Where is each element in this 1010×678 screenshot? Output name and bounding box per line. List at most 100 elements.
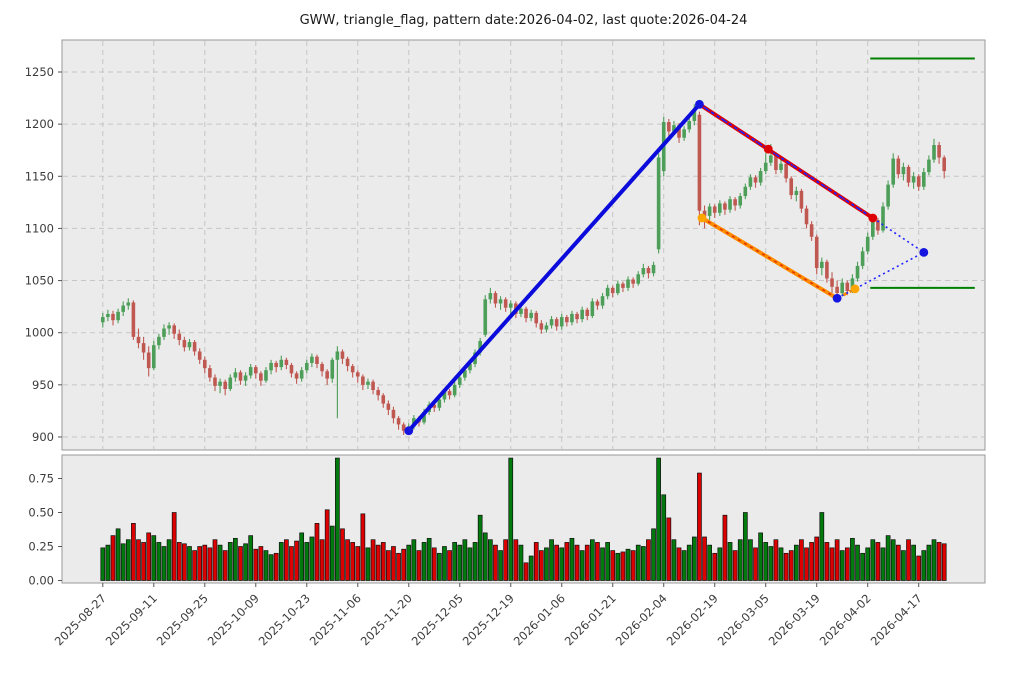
candle-up xyxy=(636,274,641,284)
volume-bar xyxy=(202,544,208,581)
candle-up xyxy=(279,359,284,368)
volume-bar xyxy=(717,547,723,581)
volume-bar xyxy=(161,546,167,581)
volume-bar xyxy=(799,539,804,581)
candle-down xyxy=(646,268,651,274)
candle-up xyxy=(310,356,314,363)
volume-bar xyxy=(559,547,565,581)
candle-down xyxy=(784,163,788,179)
candle-down xyxy=(677,125,681,138)
volume-bar xyxy=(273,552,279,581)
candle-up xyxy=(707,206,712,216)
volume-bar xyxy=(666,517,672,581)
candle-down xyxy=(131,302,136,337)
candle-down xyxy=(697,114,702,211)
candle-down xyxy=(733,199,737,206)
candle-down xyxy=(111,313,115,321)
x-tick-label: 2025-11-20 xyxy=(358,591,415,648)
blue-pivot-marker xyxy=(695,99,704,109)
candle-up xyxy=(600,296,605,306)
candle-down xyxy=(799,190,804,209)
orange-pivot-marker xyxy=(697,213,707,223)
volume-bar xyxy=(748,539,753,581)
candle-down xyxy=(371,381,375,391)
volume-bar xyxy=(901,550,906,581)
candle-down xyxy=(350,366,355,373)
volume-bar xyxy=(870,539,876,581)
candle-up xyxy=(850,278,855,291)
candle-down xyxy=(325,371,329,379)
volume-bar xyxy=(579,550,585,581)
candle-down xyxy=(896,158,901,175)
volume-bar xyxy=(661,494,667,581)
volume-bar xyxy=(488,539,493,581)
candle-up xyxy=(641,268,646,275)
candle-up xyxy=(299,370,304,379)
candle-up xyxy=(881,206,885,231)
price-tick-label: 1050 xyxy=(25,274,54,288)
candle-down xyxy=(595,301,600,306)
volume-bar xyxy=(345,539,350,581)
candle-up xyxy=(228,377,233,390)
volume-bar xyxy=(115,528,121,581)
x-tick-label: 2025-12-05 xyxy=(409,591,466,648)
x-tick-label: 2026-04-17 xyxy=(868,591,925,648)
volume-bar xyxy=(442,546,447,581)
candle-up xyxy=(605,287,610,297)
volume-bar xyxy=(875,542,881,581)
candle-up xyxy=(304,362,309,371)
candle-up xyxy=(871,220,875,237)
candle-up xyxy=(218,381,222,386)
volume-bar xyxy=(610,550,616,581)
candle-down xyxy=(223,381,227,390)
volume-bars xyxy=(100,457,947,581)
volume-bar xyxy=(233,537,238,581)
volume-bar xyxy=(217,544,223,581)
volume-bar xyxy=(166,539,172,581)
volume-bar xyxy=(850,537,855,581)
volume-bar xyxy=(222,550,228,581)
candle-down xyxy=(340,351,345,359)
candle-down xyxy=(355,372,360,377)
volume-bar xyxy=(498,550,503,581)
volume-bar xyxy=(737,539,743,581)
volume-bar xyxy=(860,552,865,581)
volume-bar xyxy=(732,550,738,581)
candle-up xyxy=(121,305,125,312)
volume-bar xyxy=(467,547,473,581)
candle-up xyxy=(100,317,105,323)
candle-up xyxy=(728,199,732,210)
volume-bar xyxy=(314,523,320,581)
volume-bar xyxy=(227,542,233,581)
candle-up xyxy=(692,109,697,122)
x-tick-label: 2026-02-04 xyxy=(613,591,670,648)
volume-bar xyxy=(105,544,111,581)
candle-down xyxy=(942,157,947,172)
volume-bar xyxy=(804,547,809,581)
candle-down xyxy=(565,317,569,323)
candle-up xyxy=(682,129,686,138)
candle-up xyxy=(794,190,799,196)
candle-up xyxy=(769,155,773,163)
candle-up xyxy=(559,317,564,327)
candle-down xyxy=(432,404,437,408)
volume-bar xyxy=(921,550,927,581)
volume-bar xyxy=(426,537,432,581)
candle-down xyxy=(575,313,579,320)
volume-bar xyxy=(635,544,641,581)
candle-down xyxy=(172,325,176,334)
candle-down xyxy=(447,391,452,396)
volume-bar xyxy=(380,542,386,581)
candle-up xyxy=(264,370,268,381)
candle-up xyxy=(763,162,768,172)
volume-bar xyxy=(885,535,891,581)
volume-bar xyxy=(605,542,610,581)
volume-bar xyxy=(538,550,544,581)
volume-bar xyxy=(564,542,570,581)
volume-bar xyxy=(518,544,524,581)
pattern-overlay xyxy=(404,57,975,436)
blue-pivot-marker xyxy=(919,248,929,257)
candle-down xyxy=(621,283,625,288)
candle-down xyxy=(804,208,809,225)
blue-pivot-marker xyxy=(832,293,842,303)
